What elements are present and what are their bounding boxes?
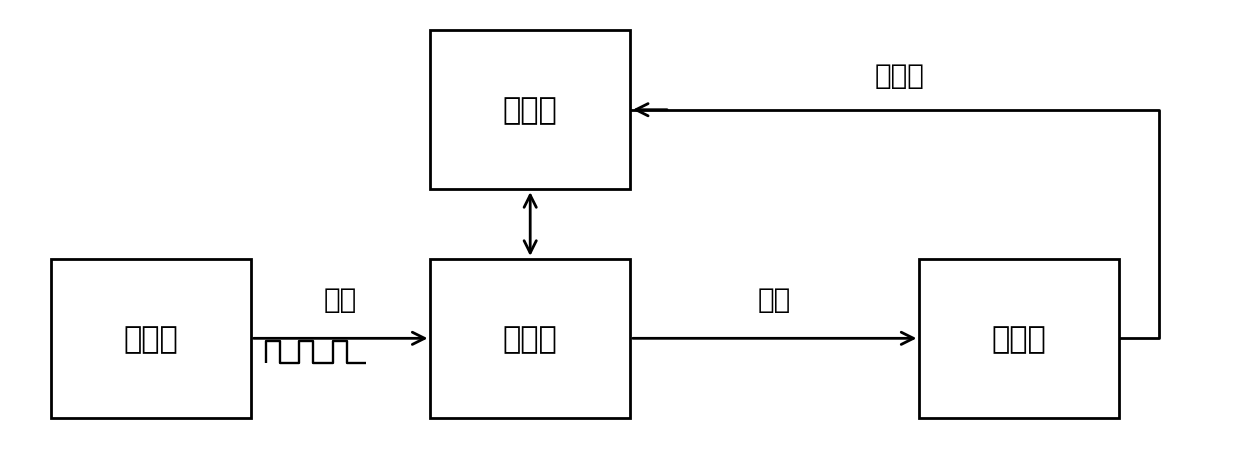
Bar	[919, 259, 1118, 418]
Bar	[430, 259, 630, 418]
Text: 编码器: 编码器	[124, 324, 179, 353]
Text: 触发: 触发	[758, 285, 791, 313]
Bar	[430, 31, 630, 190]
Text: 帧数据: 帧数据	[874, 62, 924, 90]
Bar	[51, 259, 250, 418]
Text: 上位机: 上位机	[503, 96, 558, 125]
Text: 脉冲: 脉冲	[324, 285, 357, 313]
Text: 探测器: 探测器	[992, 324, 1047, 353]
Text: 控制器: 控制器	[503, 324, 558, 353]
